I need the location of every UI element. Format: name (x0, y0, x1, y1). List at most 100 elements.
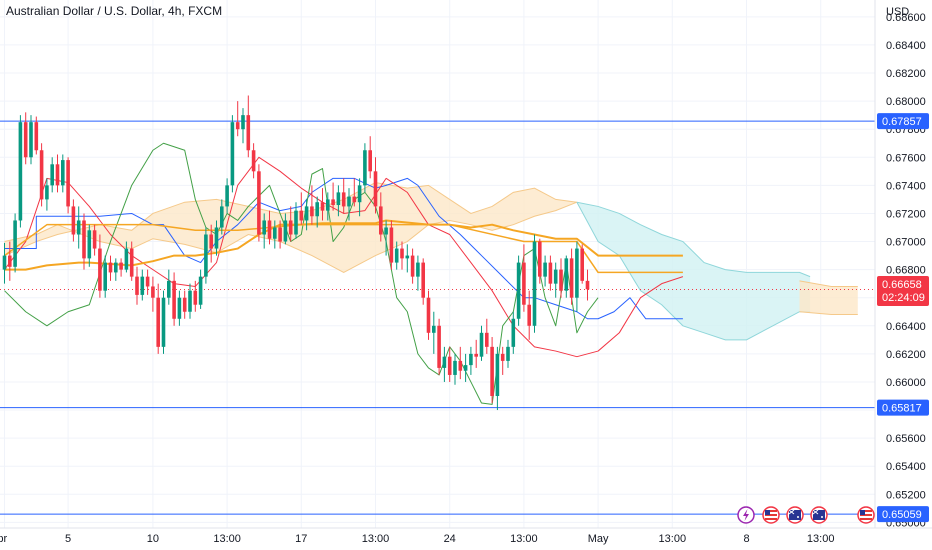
candle (336, 185, 341, 217)
au-flag-icon[interactable] (786, 506, 804, 524)
candle (532, 234, 537, 333)
candle (389, 220, 394, 270)
candle-body (283, 220, 288, 242)
candle-body (251, 150, 256, 172)
candle-body (320, 202, 325, 211)
au-flag-icon[interactable] (810, 506, 828, 524)
time-axis[interactable]: Apr 5 10 13:00 17 13:00 24 13:00 May 13:00 8 13:00 (0, 533, 834, 545)
candle (469, 346, 473, 375)
us-flag-icon[interactable] (762, 506, 780, 524)
candle (315, 196, 319, 228)
candle-body (204, 234, 208, 277)
us-flag-icon[interactable] (857, 506, 875, 524)
candle-body (580, 248, 584, 281)
price-tick-label: 0.67000 (886, 237, 926, 249)
candle (310, 185, 314, 225)
candle-body (315, 202, 319, 217)
candle-body (538, 241, 542, 277)
candle-body (209, 234, 213, 249)
time-tick-label: Apr (0, 533, 7, 545)
price-tick-label: 0.67400 (886, 180, 926, 192)
candle (82, 213, 86, 270)
candle (8, 241, 12, 281)
candle-body (198, 276, 203, 305)
cloud-edge-lower (576, 201, 811, 341)
candle-body (453, 360, 457, 375)
candle-body (135, 276, 139, 295)
candle-body (61, 160, 65, 186)
level-price-badges: 0.67857 0.65817 0.65059 (877, 113, 929, 523)
candle (193, 280, 198, 312)
candle-body (13, 220, 17, 267)
candle (235, 101, 240, 137)
candle-body (527, 304, 531, 326)
level-badge-bg (877, 506, 929, 523)
candle (479, 325, 484, 361)
level-badge-value: 0.67857 (882, 116, 922, 128)
horizontal-levels[interactable] (0, 120, 875, 515)
time-tick-label: 13:00 (213, 533, 241, 545)
candle-body (119, 262, 123, 270)
candle (251, 143, 256, 179)
event-markers[interactable] (737, 506, 875, 524)
candle (246, 95, 251, 158)
candle-body (352, 196, 357, 203)
cloud-band (799, 280, 858, 315)
candle-body (50, 164, 54, 186)
candle-body (474, 353, 478, 357)
cloud-edge-lower (799, 311, 858, 316)
candle (500, 346, 505, 375)
candle (341, 178, 346, 214)
candle (119, 258, 123, 277)
candle (108, 255, 113, 281)
candle-body (87, 230, 92, 259)
candle (437, 318, 441, 375)
currency-label: USD (886, 6, 909, 18)
candle (405, 244, 410, 273)
candle-body (8, 255, 12, 267)
candle (331, 182, 335, 211)
price-tick-label: 0.65200 (886, 489, 926, 501)
candle (585, 269, 590, 301)
candle (39, 143, 44, 207)
candle-body (230, 122, 235, 186)
candle (548, 255, 553, 291)
candle-body (145, 276, 150, 287)
candle (87, 224, 92, 267)
candle (220, 199, 224, 235)
candle (410, 248, 415, 284)
candle-body (225, 185, 229, 207)
time-tick-label: 5 (65, 533, 71, 545)
candle-body (410, 255, 415, 277)
candlesticks (2, 95, 590, 411)
candle-body (129, 248, 134, 277)
candle-body (522, 262, 526, 305)
candle (442, 346, 447, 382)
candle (61, 154, 65, 193)
candle (453, 353, 457, 385)
candle (114, 258, 118, 281)
candle-body (151, 286, 155, 298)
last-price-badge-bg (877, 276, 929, 306)
candle (288, 206, 293, 242)
candle-body (220, 206, 224, 228)
candle-body (172, 280, 176, 319)
candle (182, 290, 187, 319)
price-tick-label: 0.68000 (886, 96, 926, 108)
price-tick-label: 0.66800 (886, 265, 926, 277)
lightning-icon[interactable] (737, 506, 755, 524)
candle (320, 188, 325, 221)
candle-body (241, 115, 245, 130)
candle (363, 143, 367, 193)
candle-body (82, 220, 86, 259)
candle (55, 154, 60, 193)
candle (432, 311, 436, 354)
candle-body (469, 353, 473, 366)
candle (326, 192, 330, 221)
candle (543, 255, 547, 287)
candle (225, 178, 229, 214)
candle-body (182, 297, 187, 312)
candle-body (23, 122, 28, 158)
candle-body (447, 356, 452, 375)
